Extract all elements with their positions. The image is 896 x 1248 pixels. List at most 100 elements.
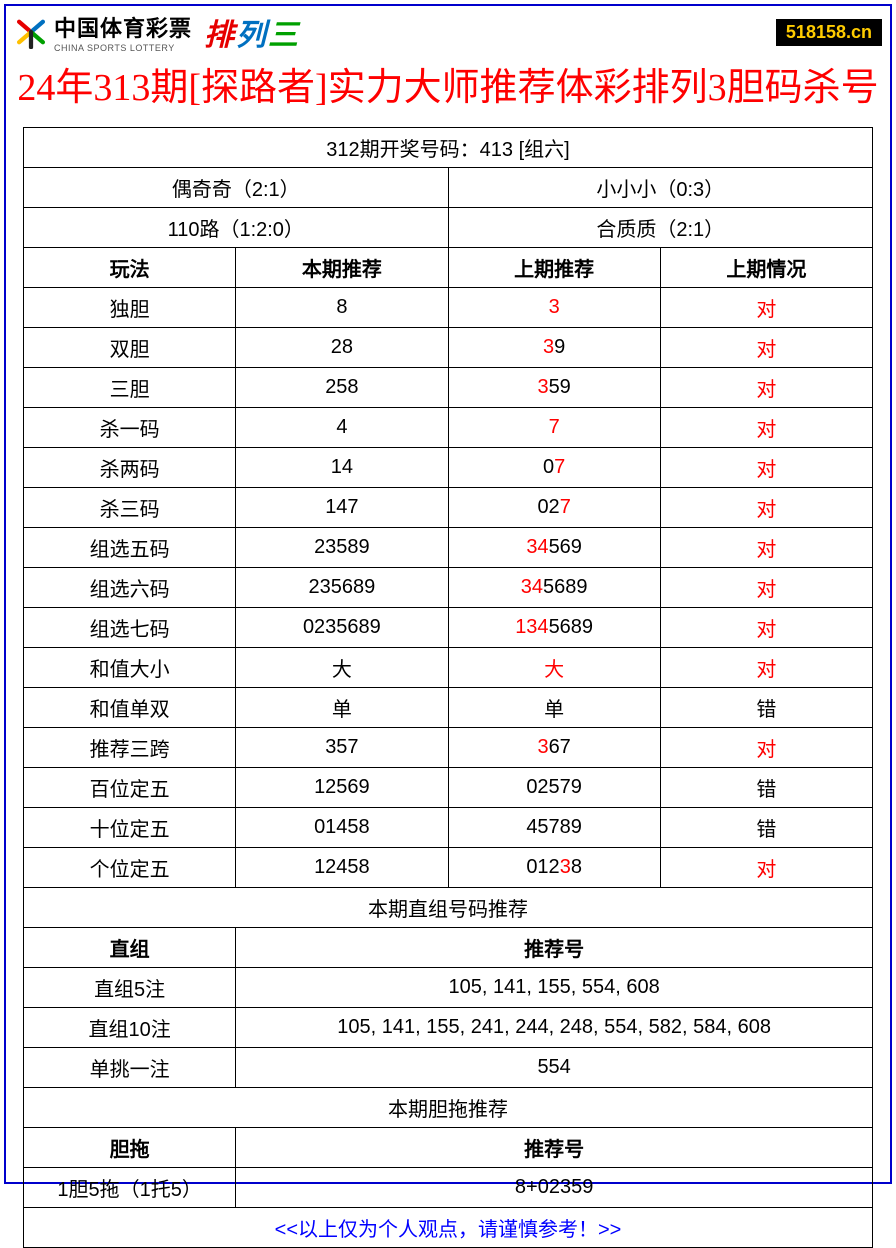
play-name: 十位定五 [24, 808, 236, 848]
attr-cell: 合质质（2:1） [448, 208, 873, 248]
prev-pick: 3 [448, 288, 660, 328]
col-header: 上期情况 [660, 248, 872, 288]
section-title: 本期胆拖推荐 [24, 1088, 873, 1128]
prev-pick: 359 [448, 368, 660, 408]
prev-pick: 单 [448, 688, 660, 728]
result-cell: 对 [660, 328, 872, 368]
result-cell: 对 [660, 728, 872, 768]
main-frame: 中国体育彩票 CHINA SPORTS LOTTERY 排列三 518158.c… [4, 4, 892, 1184]
current-pick: 单 [236, 688, 448, 728]
prev-pick: 027 [448, 488, 660, 528]
site-badge: 518158.cn [776, 19, 882, 46]
prev-pick: 39 [448, 328, 660, 368]
prev-pick: 45789 [448, 808, 660, 848]
header: 中国体育彩票 CHINA SPORTS LOTTERY 排列三 518158.c… [6, 6, 890, 54]
table-row: 1胆5拖（1托5）8+02359 [24, 1168, 873, 1208]
table-row: 组选七码02356891345689对 [24, 608, 873, 648]
table-row: 单挑一注554 [24, 1048, 873, 1088]
table-row: 杀一码47对 [24, 408, 873, 448]
attr-cell: 小小小（0:3） [448, 168, 873, 208]
prev-pick: 345689 [448, 568, 660, 608]
table-row: 杀两码1407对 [24, 448, 873, 488]
play-name: 双胆 [24, 328, 236, 368]
play-name: 杀一码 [24, 408, 236, 448]
table-row: 三胆258359对 [24, 368, 873, 408]
prediction-table: 312期开奖号码：413 [组六] 偶奇奇（2:1） 小小小（0:3） 110路… [23, 127, 873, 1248]
current-pick: 357 [236, 728, 448, 768]
prev-pick: 1345689 [448, 608, 660, 648]
current-pick: 28 [236, 328, 448, 368]
play-name: 组选七码 [24, 608, 236, 648]
play-name: 个位定五 [24, 848, 236, 888]
table-row: 直组10注105, 141, 155, 241, 244, 248, 554, … [24, 1008, 873, 1048]
result-cell: 错 [660, 808, 872, 848]
prev-pick: 01238 [448, 848, 660, 888]
zhizu-value: 105, 141, 155, 241, 244, 248, 554, 582, … [236, 1008, 873, 1048]
col-header: 上期推荐 [448, 248, 660, 288]
zhizu-label: 直组10注 [24, 1008, 236, 1048]
prev-pick: 07 [448, 448, 660, 488]
current-pick: 0235689 [236, 608, 448, 648]
play-name: 和值大小 [24, 648, 236, 688]
result-cell: 对 [660, 568, 872, 608]
col-header: 胆拖 [24, 1128, 236, 1168]
result-cell: 对 [660, 368, 872, 408]
result-cell: 对 [660, 528, 872, 568]
play-name: 推荐三跨 [24, 728, 236, 768]
page-title: 24年313期[探路者]实力大师推荐体彩排列3胆码杀号 [6, 54, 890, 117]
result-cell: 对 [660, 288, 872, 328]
col-header: 本期推荐 [236, 248, 448, 288]
zhizu-value: 105, 141, 155, 554, 608 [236, 968, 873, 1008]
result-cell: 对 [660, 448, 872, 488]
table-row: 个位定五1245801238对 [24, 848, 873, 888]
section-title: 本期直组号码推荐 [24, 888, 873, 928]
play-name: 组选五码 [24, 528, 236, 568]
result-cell: 对 [660, 608, 872, 648]
brand-text: 中国体育彩票 CHINA SPORTS LOTTERY [54, 11, 192, 53]
prev-result: 312期开奖号码：413 [组六] [24, 128, 873, 168]
current-pick: 12458 [236, 848, 448, 888]
play-name: 杀两码 [24, 448, 236, 488]
zhizu-label: 直组5注 [24, 968, 236, 1008]
current-pick: 01458 [236, 808, 448, 848]
current-pick: 147 [236, 488, 448, 528]
current-pick: 大 [236, 648, 448, 688]
lottery-logo-icon [14, 15, 48, 49]
col-header: 玩法 [24, 248, 236, 288]
prev-pick: 02579 [448, 768, 660, 808]
result-cell: 错 [660, 688, 872, 728]
footer-note: <<以上仅为个人观点，请谨慎参考！>> [24, 1208, 873, 1248]
current-pick: 8 [236, 288, 448, 328]
table-row: 组选六码235689345689对 [24, 568, 873, 608]
dantuo-label: 1胆5拖（1托5） [24, 1168, 236, 1208]
result-cell: 对 [660, 648, 872, 688]
zhizu-label: 单挑一注 [24, 1048, 236, 1088]
brand-cn: 中国体育彩票 [54, 11, 192, 43]
brand-en: CHINA SPORTS LOTTERY [54, 43, 192, 53]
table-row: 杀三码147027对 [24, 488, 873, 528]
table-row: 和值单双单单错 [24, 688, 873, 728]
table-row: 组选五码2358934569对 [24, 528, 873, 568]
play-name: 三胆 [24, 368, 236, 408]
col-header: 推荐号 [236, 928, 873, 968]
current-pick: 258 [236, 368, 448, 408]
dantuo-value: 8+02359 [236, 1168, 873, 1208]
table-row: 独胆83对 [24, 288, 873, 328]
result-cell: 错 [660, 768, 872, 808]
play-name: 和值单双 [24, 688, 236, 728]
current-pick: 23589 [236, 528, 448, 568]
zhizu-value: 554 [236, 1048, 873, 1088]
play-name: 杀三码 [24, 488, 236, 528]
play-name: 独胆 [24, 288, 236, 328]
prev-pick: 7 [448, 408, 660, 448]
table-row: 百位定五1256902579错 [24, 768, 873, 808]
result-cell: 对 [660, 848, 872, 888]
play-name: 组选六码 [24, 568, 236, 608]
col-header: 推荐号 [236, 1128, 873, 1168]
current-pick: 14 [236, 448, 448, 488]
current-pick: 235689 [236, 568, 448, 608]
result-cell: 对 [660, 488, 872, 528]
prev-pick: 34569 [448, 528, 660, 568]
table-row: 十位定五0145845789错 [24, 808, 873, 848]
result-cell: 对 [660, 408, 872, 448]
